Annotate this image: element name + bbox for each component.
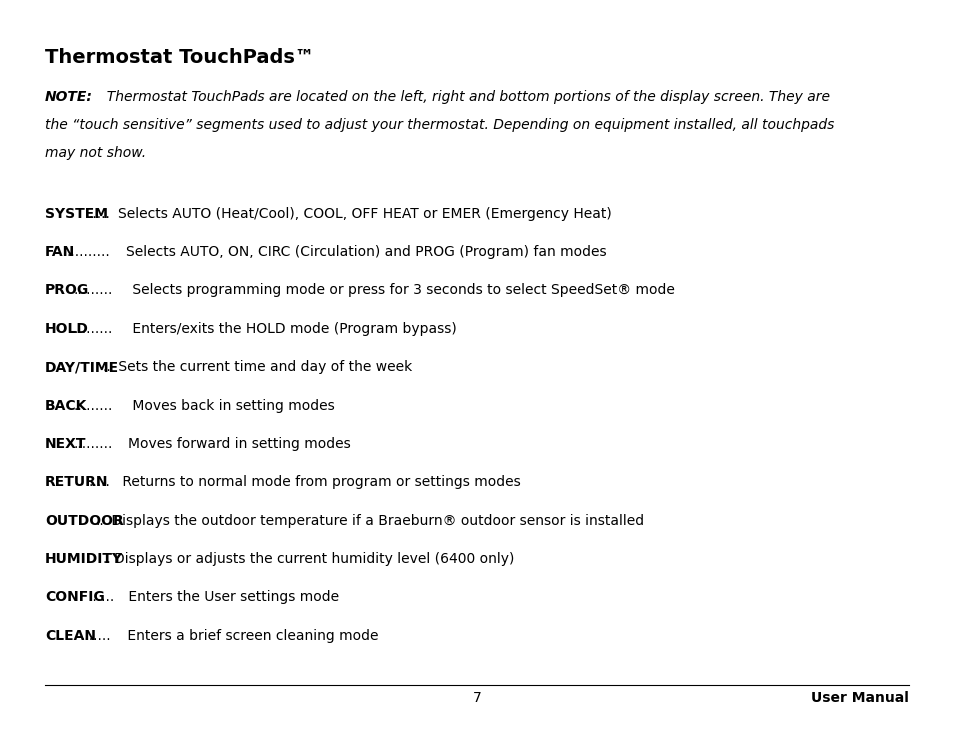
Text: HOLD: HOLD — [45, 322, 89, 336]
Text: DAY/TIME: DAY/TIME — [45, 360, 119, 374]
Text: .....: ..... — [88, 207, 110, 221]
Text: OUTDOOR: OUTDOOR — [45, 514, 124, 528]
Text: ..........: .......... — [67, 245, 111, 259]
Text: Enters the User settings mode: Enters the User settings mode — [124, 590, 339, 604]
Text: PROG: PROG — [45, 283, 89, 297]
Text: .....: ..... — [88, 475, 110, 489]
Text: .........: ......... — [73, 399, 112, 413]
Text: SYSTEM: SYSTEM — [45, 207, 108, 221]
Text: BACK: BACK — [45, 399, 87, 413]
Text: .........: ......... — [73, 437, 112, 451]
Text: Thermostat TouchPads™: Thermostat TouchPads™ — [45, 48, 314, 67]
Text: FAN: FAN — [45, 245, 75, 259]
Text: NEXT: NEXT — [45, 437, 87, 451]
Text: may not show.: may not show. — [45, 146, 146, 160]
Text: .........: ......... — [73, 322, 112, 336]
Text: Enters/exits the HOLD mode (Program bypass): Enters/exits the HOLD mode (Program bypa… — [128, 322, 456, 336]
Text: ..: .. — [102, 552, 112, 566]
Text: Displays or adjusts the current humidity level (6400 only): Displays or adjusts the current humidity… — [114, 552, 515, 566]
Text: Moves back in setting modes: Moves back in setting modes — [128, 399, 335, 413]
Text: Selects programming mode or press for 3 seconds to select SpeedSet® mode: Selects programming mode or press for 3 … — [128, 283, 674, 297]
Text: 7: 7 — [472, 691, 481, 705]
Text: ......: ...... — [88, 590, 114, 604]
Text: HUMIDITY: HUMIDITY — [45, 552, 123, 566]
Text: ..: .. — [95, 514, 104, 528]
Text: the “touch sensitive” segments used to adjust your thermostat. Depending on equi: the “touch sensitive” segments used to a… — [45, 118, 833, 132]
Text: Displays the outdoor temperature if a Braeburn® outdoor sensor is installed: Displays the outdoor temperature if a Br… — [107, 514, 643, 528]
Text: Sets the current time and day of the week: Sets the current time and day of the wee… — [114, 360, 413, 374]
Text: Thermostat TouchPads are located on the left, right and bottom portions of the d: Thermostat TouchPads are located on the … — [98, 90, 829, 104]
Text: Selects AUTO (Heat/Cool), COOL, OFF HEAT or EMER (Emergency Heat): Selects AUTO (Heat/Cool), COOL, OFF HEAT… — [118, 207, 611, 221]
Text: Enters a brief screen cleaning mode: Enters a brief screen cleaning mode — [123, 629, 378, 643]
Text: CLEAN: CLEAN — [45, 629, 95, 643]
Text: RETURN: RETURN — [45, 475, 109, 489]
Text: Returns to normal mode from program or settings modes: Returns to normal mode from program or s… — [118, 475, 520, 489]
Text: ..: .. — [102, 360, 112, 374]
Text: .......: ....... — [81, 629, 112, 643]
Text: User Manual: User Manual — [810, 691, 908, 705]
Text: .........: ......... — [73, 283, 112, 297]
Text: NOTE:: NOTE: — [45, 90, 92, 104]
Text: CONFIG: CONFIG — [45, 590, 105, 604]
Text: Selects AUTO, ON, CIRC (Circulation) and PROG (Program) fan modes: Selects AUTO, ON, CIRC (Circulation) and… — [127, 245, 606, 259]
Text: Moves forward in setting modes: Moves forward in setting modes — [128, 437, 350, 451]
